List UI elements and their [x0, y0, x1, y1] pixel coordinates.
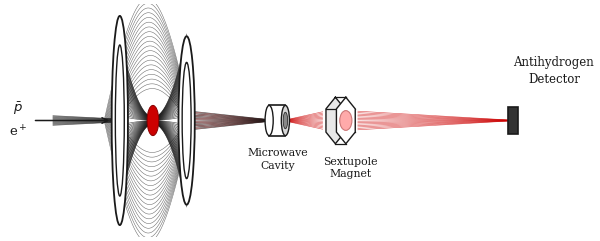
Ellipse shape — [281, 105, 289, 136]
Ellipse shape — [112, 16, 128, 225]
Text: Microwave
Cavity: Microwave Cavity — [247, 148, 308, 171]
Ellipse shape — [147, 105, 159, 136]
Ellipse shape — [182, 62, 191, 179]
Text: Antihydrogen
Detector: Antihydrogen Detector — [514, 55, 594, 86]
Bar — [508, 107, 518, 134]
Ellipse shape — [178, 36, 195, 205]
Text: e$^+$: e$^+$ — [9, 124, 28, 140]
Ellipse shape — [283, 112, 287, 129]
Ellipse shape — [115, 45, 124, 196]
Polygon shape — [337, 97, 355, 144]
Ellipse shape — [340, 111, 352, 130]
Text: Sextupole
Magnet: Sextupole Magnet — [323, 156, 378, 179]
Polygon shape — [326, 97, 345, 144]
Text: $\bar{p}$: $\bar{p}$ — [13, 100, 23, 117]
Ellipse shape — [265, 105, 273, 136]
Bar — [269, 105, 286, 136]
